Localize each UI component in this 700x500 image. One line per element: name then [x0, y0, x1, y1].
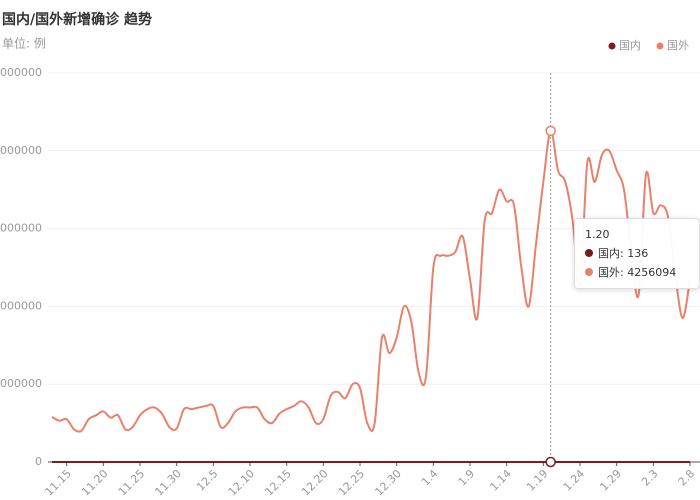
legend-marker: [608, 42, 616, 50]
x-tick-label: 12.10: [226, 467, 257, 498]
x-tick-label: 11.25: [116, 467, 147, 498]
x-tick-label: 12.5: [194, 467, 221, 494]
x-tick-label: 11.20: [79, 467, 110, 498]
y-tick-label: 1000000: [0, 377, 42, 390]
tooltip-item: 国内136: [585, 244, 689, 263]
highlight-point: [545, 456, 556, 468]
x-tick-label: 12.15: [262, 467, 293, 498]
y-tick-label: 0: [35, 455, 42, 468]
highlight-point: [545, 125, 556, 137]
x-tick-label: 11.15: [42, 467, 73, 498]
tooltip-title: 1.20: [585, 228, 610, 241]
x-tick-label: 2.3: [639, 467, 661, 489]
y-tick-label: 2000000: [0, 299, 42, 312]
y-tick-label: 4000000: [0, 144, 42, 157]
tooltip-value: 136: [627, 247, 649, 260]
tooltip-item: 国外4256094: [585, 263, 689, 282]
tooltip-value: 4256094: [627, 266, 677, 279]
x-tick-label: 12.30: [372, 467, 403, 498]
y-tick-label: 5000000: [0, 66, 42, 79]
tooltip-series: 国内: [598, 247, 627, 260]
x-tick-label: 1.24: [561, 467, 588, 494]
tooltip-dot: [585, 268, 593, 276]
tooltip: 1.20国内136国外4256094: [574, 218, 700, 289]
x-tick-label: 1.4: [419, 467, 441, 489]
tooltip-series: 国外: [598, 266, 627, 279]
x-tick-label: 11.30: [152, 467, 183, 498]
chart-subtitle: 单位: 例: [2, 36, 46, 51]
tooltip-dot: [585, 249, 593, 257]
chart-title: 国内/国外新增确诊 趋势: [2, 11, 152, 28]
x-tick-label: 2.8: [676, 467, 698, 489]
x-tick-label: 1.29: [597, 467, 624, 494]
series-line: [51, 129, 691, 433]
x-tick-label: 12.25: [336, 467, 367, 498]
x-tick-label: 12.20: [299, 467, 330, 498]
x-tick-label: 1.9: [456, 467, 478, 489]
legend-marker: [656, 42, 664, 50]
legend-label: 国内: [619, 38, 641, 52]
legend-label: 国外: [667, 39, 689, 52]
y-tick-label: 3000000: [0, 222, 42, 235]
x-tick-label: 1.14: [487, 467, 514, 494]
x-tick-label: 1.19: [524, 467, 551, 494]
